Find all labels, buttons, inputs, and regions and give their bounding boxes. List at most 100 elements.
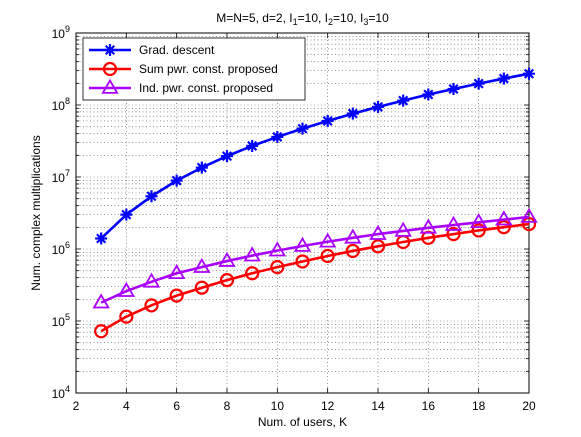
data-point [142, 272, 161, 288]
circle-marker [270, 260, 285, 275]
legend-item: Sum pwr. const. proposed [89, 61, 278, 77]
data-point [372, 100, 384, 113]
x-tick-label: 14 [371, 399, 385, 413]
data-point [95, 232, 108, 245]
data-point [119, 309, 134, 324]
circle-marker [345, 243, 360, 259]
triangle-marker [344, 228, 362, 244]
asterisk-marker-stroke [523, 68, 535, 79]
triangle-marker [318, 232, 337, 248]
data-point [495, 210, 513, 226]
data-point [268, 241, 287, 257]
series-line [100, 222, 530, 333]
circle-marker [144, 298, 159, 313]
data-point [92, 293, 110, 309]
data-point [345, 243, 360, 259]
y-tick-label: 104 [52, 384, 70, 401]
asterisk-marker-stroke [146, 191, 157, 202]
circle-marker [94, 324, 109, 339]
legend-label: Ind. pwr. const. proposed [139, 81, 273, 95]
data-point [496, 220, 511, 235]
triangle-marker [92, 293, 110, 309]
x-tick-label: 8 [224, 399, 231, 413]
asterisk-marker-stroke [423, 89, 434, 100]
x-axis-label: Num. of users, K [258, 415, 347, 429]
asterisk-marker-stroke [322, 115, 333, 126]
series [92, 67, 538, 339]
asterisk-marker-stroke [498, 73, 509, 84]
data-point [469, 212, 488, 229]
series-1 [95, 67, 535, 245]
triangle-marker [469, 212, 488, 229]
triangle-marker [394, 221, 412, 237]
data-point [117, 281, 136, 297]
asterisk-marker-stroke [171, 175, 182, 186]
chart-title: M=N=5, d=2, I1=10, I2=10, I3=10 [216, 11, 389, 27]
y-tick-label: 108 [52, 96, 70, 113]
circle-marker [320, 248, 335, 264]
triangle-marker [495, 210, 513, 226]
data-point [221, 150, 233, 163]
series-2 [94, 216, 537, 339]
asterisk-marker-stroke [448, 83, 459, 94]
data-point [321, 114, 334, 127]
ticks: 2 4 6 8 10 12 14 16 18 20 104 105 106 107 108 109 [52, 24, 536, 413]
triangle-marker [142, 272, 161, 288]
circle-marker [471, 223, 486, 238]
triangle-marker [218, 251, 236, 267]
asterisk-marker-stroke [121, 209, 132, 220]
x-tick-label: 4 [123, 399, 130, 413]
asterisk-marker-stroke [473, 78, 484, 89]
data-point [193, 257, 211, 273]
asterisk-marker-stroke [247, 140, 258, 151]
data-point [219, 272, 235, 288]
data-point [344, 228, 362, 244]
data-point [194, 280, 209, 295]
data-point [369, 224, 387, 240]
asterisk-marker-stroke [297, 123, 308, 134]
data-point [447, 82, 460, 95]
circle-marker [119, 309, 134, 324]
triangle-marker [117, 281, 136, 297]
data-point [444, 215, 463, 231]
data-point [271, 130, 284, 143]
data-point [246, 139, 259, 152]
asterisk-marker-stroke [272, 131, 283, 142]
axes-frame [75, 32, 530, 394]
data-point [170, 174, 183, 187]
triangle-marker [193, 257, 211, 273]
data-point [218, 251, 236, 267]
data-point [520, 207, 538, 223]
triangle-marker [243, 246, 261, 262]
data-point [293, 236, 312, 252]
y-tick-label: 107 [52, 168, 70, 185]
triangle-marker [101, 78, 119, 94]
x-tick-label: 12 [321, 399, 335, 413]
data-point [422, 88, 435, 101]
asterisk-marker-stroke [221, 151, 233, 162]
data-point [370, 239, 386, 254]
circle-marker [370, 239, 386, 254]
data-point [295, 254, 310, 269]
circle-marker [446, 227, 461, 242]
x-tick-label: 6 [173, 399, 180, 413]
x-tick-label: 18 [472, 399, 486, 413]
data-point [419, 218, 438, 234]
data-point [394, 221, 412, 237]
triangle-marker [419, 218, 438, 234]
circle-marker [295, 254, 310, 269]
circle-marker [219, 272, 235, 288]
asterisk-marker-stroke [372, 101, 384, 112]
data-point [245, 266, 260, 281]
circle-marker [102, 61, 118, 77]
data-point [270, 260, 285, 275]
data-point [94, 324, 109, 339]
data-point [472, 77, 485, 90]
data-point [497, 72, 510, 85]
x-tick-label: 20 [522, 399, 536, 413]
series-3 [92, 207, 538, 309]
data-point [144, 298, 159, 313]
data-point [243, 246, 261, 262]
circle-marker [245, 266, 260, 281]
